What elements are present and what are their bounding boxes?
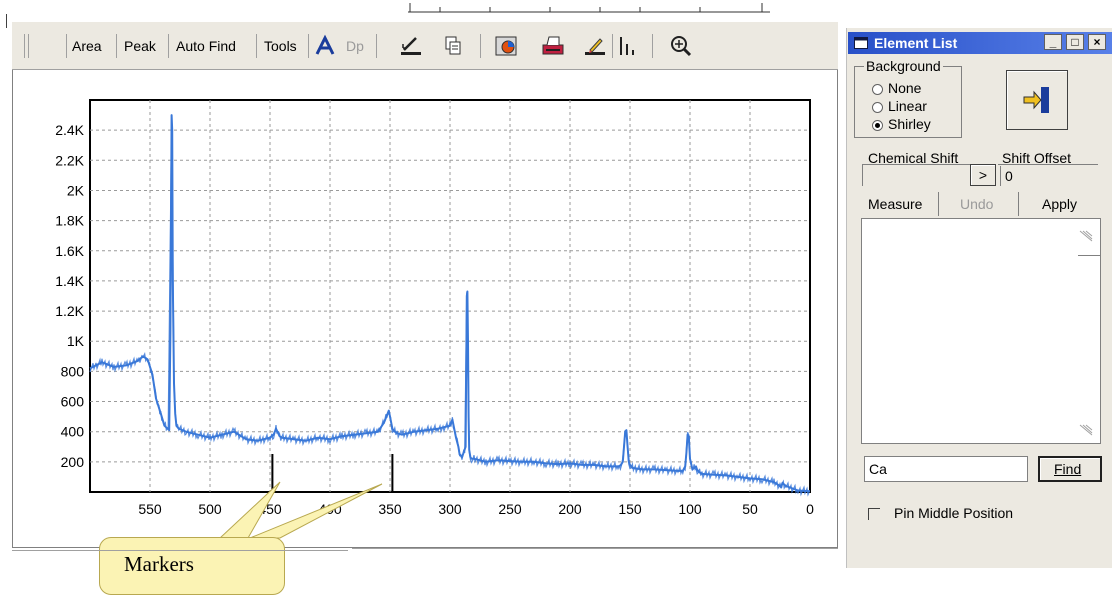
find-label: Find <box>1054 461 1082 477</box>
chemical-shift-input[interactable] <box>864 166 968 184</box>
top-ruler <box>408 3 770 13</box>
x-tick-label: 300 <box>438 501 462 517</box>
minimize-button[interactable]: _ <box>1044 34 1062 50</box>
bar-markers-icon[interactable] <box>616 34 642 58</box>
undo-label: Undo <box>960 196 994 212</box>
radio-linear-label: Linear <box>888 98 927 114</box>
grid <box>89 99 811 493</box>
toolbar: Area Peak Auto Find Tools Dp <box>12 22 838 70</box>
series <box>89 114 811 497</box>
markers[interactable] <box>271 454 394 492</box>
y-tick-label: 1.4K <box>55 273 84 289</box>
maximize-button[interactable]: □ <box>1066 34 1084 50</box>
chemical-shift-arrow-button[interactable]: > <box>970 164 996 186</box>
radio-none[interactable] <box>872 84 883 95</box>
x-tick-label: 550 <box>138 501 162 517</box>
markers-callout-pointer <box>218 481 383 539</box>
element-list-titlebar[interactable]: Element List _ □ × <box>848 32 1112 54</box>
y-tick-label: 2K <box>67 182 85 198</box>
dp-button[interactable]: Dp <box>346 38 364 54</box>
x-tick-label: 250 <box>498 501 522 517</box>
print-icon[interactable] <box>540 34 566 58</box>
x-tick-label: 100 <box>678 501 702 517</box>
pin-middle-label: Pin Middle Position <box>894 505 1014 521</box>
apply-background-button[interactable] <box>1006 70 1068 130</box>
element-input-value: Ca <box>869 461 887 477</box>
apply-button[interactable]: Apply <box>1022 192 1102 216</box>
y-tick-label: 1K <box>67 333 85 349</box>
y-tick-label: 600 <box>61 394 85 410</box>
y-tick-label: 800 <box>61 363 85 379</box>
y-tick-label: 1.8K <box>55 213 84 229</box>
font-a-icon[interactable] <box>312 34 338 58</box>
shift-offset-label: Shift Offset <box>1002 150 1071 166</box>
resize-grip-bottom-icon <box>1079 424 1093 436</box>
radio-none-label: None <box>888 80 922 96</box>
spectrum-line <box>89 114 811 493</box>
y-tick-label: 1.6K <box>55 243 84 259</box>
auto-find-button[interactable]: Auto Find <box>176 38 236 54</box>
x-tick-label: 50 <box>742 501 758 517</box>
apply-label: Apply <box>1042 196 1078 212</box>
export-image-icon[interactable] <box>494 34 520 58</box>
shift-offset-value: 0 <box>1005 168 1013 184</box>
draw-pencil-icon[interactable] <box>582 34 608 58</box>
close-button[interactable]: × <box>1088 34 1106 50</box>
bottom-divider-right <box>352 548 838 549</box>
bottom-divider <box>12 550 348 551</box>
element-list-title: Element List <box>874 35 958 51</box>
x-tick-label: 200 <box>558 501 582 517</box>
x-tick-label: 0 <box>806 501 814 517</box>
element-input[interactable]: Ca <box>864 456 1028 482</box>
chemical-shift-label: Chemical Shift <box>868 150 959 166</box>
zoom-in-icon[interactable] <box>668 34 694 58</box>
measure-label: Measure <box>868 196 923 212</box>
list-scroll-notch <box>1078 255 1100 256</box>
y-tick-label: 2.4K <box>55 122 84 138</box>
spectrum-noise <box>89 117 810 497</box>
radio-linear[interactable] <box>872 102 883 113</box>
markers-callout: Markers <box>99 537 285 595</box>
left-edge-tick <box>6 14 7 28</box>
peak-button[interactable]: Peak <box>124 38 156 54</box>
callout-text: Markers <box>124 552 194 576</box>
x-tick-label: 150 <box>618 501 642 517</box>
edit-pen-icon[interactable] <box>398 34 424 58</box>
checkbox-box[interactable] <box>868 508 880 520</box>
y-tick-label: 200 <box>61 454 85 470</box>
arrow-label: > <box>978 167 988 183</box>
area-button[interactable]: Area <box>72 38 102 54</box>
plot-frame <box>89 99 811 493</box>
y-tick-label: 1.2K <box>55 303 84 319</box>
window-icon <box>854 37 868 49</box>
find-button[interactable]: Find <box>1038 456 1102 482</box>
insert-arrow-icon <box>1023 87 1049 113</box>
x-tick-label: 500 <box>198 501 222 517</box>
measurement-list[interactable] <box>861 218 1101 444</box>
radio-shirley[interactable] <box>872 120 883 131</box>
x-tick-label: 350 <box>378 501 402 517</box>
measure-button[interactable]: Measure <box>862 192 939 216</box>
pin-middle-position-checkbox[interactable]: Pin Middle Position <box>868 505 1088 525</box>
resize-grip-icon <box>1079 230 1093 242</box>
copy-icon[interactable] <box>440 34 466 58</box>
radio-shirley-label: Shirley <box>888 116 931 132</box>
undo-button[interactable]: Undo <box>940 192 1019 216</box>
y-tick-label: 2.2K <box>55 152 84 168</box>
background-label: Background <box>864 58 943 74</box>
shift-offset-input[interactable]: 0 <box>1000 166 1098 186</box>
y-tick-label: 400 <box>61 424 85 440</box>
tools-button[interactable]: Tools <box>264 38 297 54</box>
spectrum-chart[interactable]: 5505004504003503002502001501005002004006… <box>14 76 836 546</box>
